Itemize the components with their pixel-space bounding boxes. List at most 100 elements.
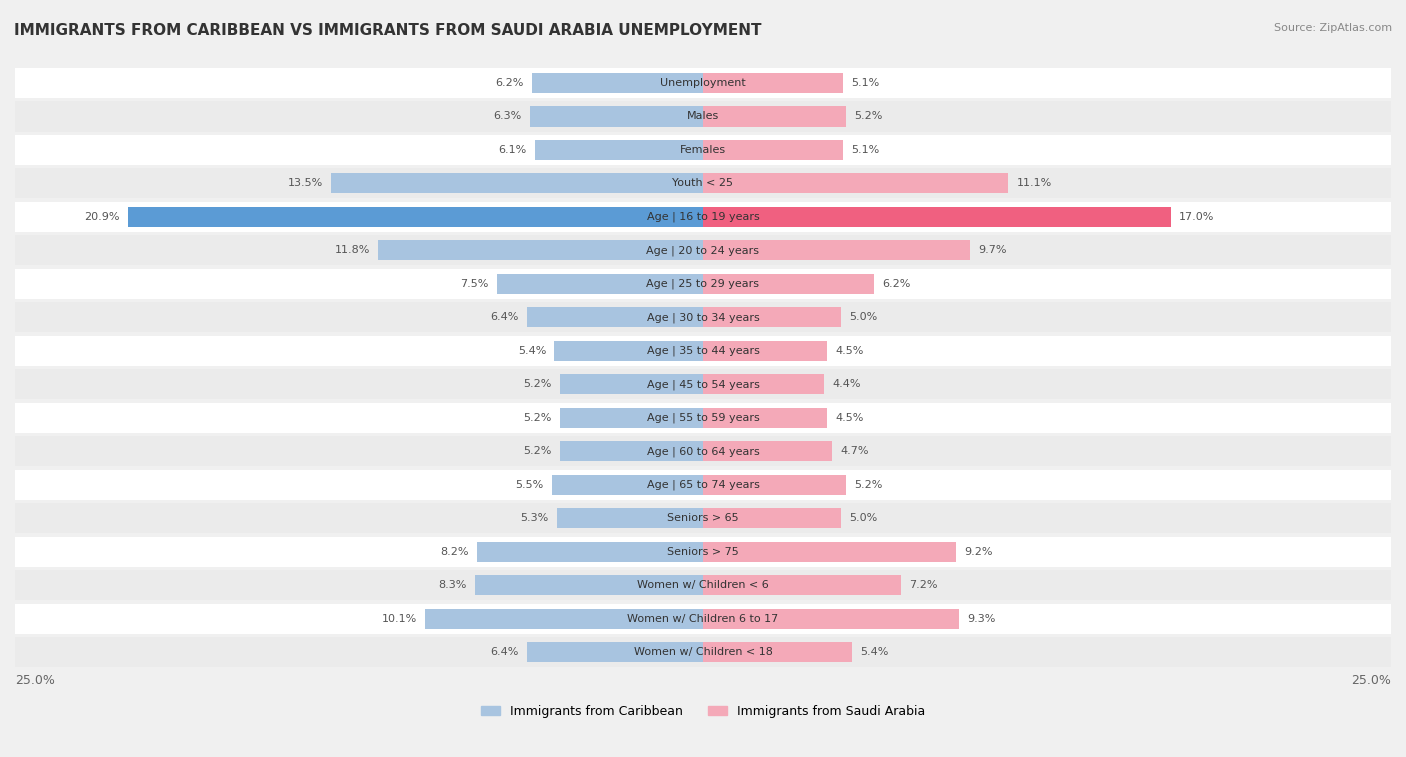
Text: 5.2%: 5.2% bbox=[523, 379, 551, 389]
Text: 5.4%: 5.4% bbox=[517, 346, 546, 356]
Text: Age | 55 to 59 years: Age | 55 to 59 years bbox=[647, 413, 759, 423]
Bar bbox=[425, 609, 703, 629]
Text: 20.9%: 20.9% bbox=[84, 212, 120, 222]
Bar bbox=[378, 240, 703, 260]
Text: 6.4%: 6.4% bbox=[491, 647, 519, 657]
Legend: Immigrants from Caribbean, Immigrants from Saudi Arabia: Immigrants from Caribbean, Immigrants fr… bbox=[477, 699, 929, 723]
Bar bbox=[560, 408, 703, 428]
Bar bbox=[15, 637, 1391, 667]
Text: Age | 35 to 44 years: Age | 35 to 44 years bbox=[647, 345, 759, 356]
Text: Age | 25 to 29 years: Age | 25 to 29 years bbox=[647, 279, 759, 289]
Text: Age | 30 to 34 years: Age | 30 to 34 years bbox=[647, 312, 759, 322]
Bar bbox=[703, 240, 970, 260]
Bar bbox=[15, 202, 1391, 232]
Bar bbox=[15, 135, 1391, 165]
Bar bbox=[703, 508, 841, 528]
Text: 6.4%: 6.4% bbox=[491, 313, 519, 322]
Text: Women w/ Children < 6: Women w/ Children < 6 bbox=[637, 580, 769, 590]
Bar bbox=[128, 207, 703, 227]
Text: 5.2%: 5.2% bbox=[855, 111, 883, 121]
Bar bbox=[703, 207, 1171, 227]
Bar bbox=[15, 503, 1391, 533]
Bar bbox=[703, 542, 956, 562]
Text: 10.1%: 10.1% bbox=[381, 614, 416, 624]
Text: 7.2%: 7.2% bbox=[910, 580, 938, 590]
Text: 8.2%: 8.2% bbox=[440, 547, 470, 556]
Text: 4.4%: 4.4% bbox=[832, 379, 860, 389]
Bar bbox=[703, 609, 959, 629]
Bar bbox=[703, 307, 841, 327]
Bar bbox=[703, 642, 852, 662]
Text: Source: ZipAtlas.com: Source: ZipAtlas.com bbox=[1274, 23, 1392, 33]
Text: Age | 45 to 54 years: Age | 45 to 54 years bbox=[647, 379, 759, 390]
Bar bbox=[536, 140, 703, 160]
Text: IMMIGRANTS FROM CARIBBEAN VS IMMIGRANTS FROM SAUDI ARABIA UNEMPLOYMENT: IMMIGRANTS FROM CARIBBEAN VS IMMIGRANTS … bbox=[14, 23, 762, 38]
Text: Seniors > 75: Seniors > 75 bbox=[666, 547, 740, 556]
Bar bbox=[15, 269, 1391, 299]
Text: 6.2%: 6.2% bbox=[882, 279, 910, 289]
Bar bbox=[703, 475, 846, 495]
Bar bbox=[703, 441, 832, 461]
Text: 8.3%: 8.3% bbox=[437, 580, 467, 590]
Bar bbox=[475, 575, 703, 595]
Text: 5.3%: 5.3% bbox=[520, 513, 548, 523]
Text: Age | 60 to 64 years: Age | 60 to 64 years bbox=[647, 446, 759, 456]
Bar bbox=[15, 68, 1391, 98]
Bar bbox=[557, 508, 703, 528]
Bar bbox=[560, 441, 703, 461]
Bar bbox=[703, 274, 873, 294]
Text: 4.5%: 4.5% bbox=[835, 346, 863, 356]
Bar bbox=[530, 107, 703, 126]
Text: Age | 20 to 24 years: Age | 20 to 24 years bbox=[647, 245, 759, 256]
Bar bbox=[477, 542, 703, 562]
Text: Females: Females bbox=[681, 145, 725, 155]
Text: 4.7%: 4.7% bbox=[841, 446, 869, 456]
Bar bbox=[496, 274, 703, 294]
Text: Women w/ Children < 18: Women w/ Children < 18 bbox=[634, 647, 772, 657]
Text: Age | 65 to 74 years: Age | 65 to 74 years bbox=[647, 479, 759, 490]
Text: 5.2%: 5.2% bbox=[523, 413, 551, 422]
Bar bbox=[703, 107, 846, 126]
Text: Women w/ Children 6 to 17: Women w/ Children 6 to 17 bbox=[627, 614, 779, 624]
Bar bbox=[15, 570, 1391, 600]
Bar bbox=[551, 475, 703, 495]
Text: 25.0%: 25.0% bbox=[1351, 674, 1391, 687]
Text: 9.2%: 9.2% bbox=[965, 547, 993, 556]
Text: 6.1%: 6.1% bbox=[499, 145, 527, 155]
Bar bbox=[15, 469, 1391, 500]
Bar bbox=[533, 73, 703, 93]
Text: 5.1%: 5.1% bbox=[852, 78, 880, 88]
Bar bbox=[128, 207, 703, 227]
Text: 4.5%: 4.5% bbox=[835, 413, 863, 422]
Bar bbox=[703, 575, 901, 595]
Bar bbox=[527, 642, 703, 662]
Bar bbox=[15, 403, 1391, 433]
Text: 5.2%: 5.2% bbox=[523, 446, 551, 456]
Text: 17.0%: 17.0% bbox=[1180, 212, 1215, 222]
Text: 5.0%: 5.0% bbox=[849, 513, 877, 523]
Text: 7.5%: 7.5% bbox=[460, 279, 488, 289]
Bar bbox=[15, 235, 1391, 266]
Text: 13.5%: 13.5% bbox=[288, 179, 323, 188]
Bar bbox=[15, 537, 1391, 567]
Bar bbox=[703, 341, 827, 361]
Text: 5.2%: 5.2% bbox=[855, 480, 883, 490]
Bar bbox=[560, 374, 703, 394]
Text: 6.3%: 6.3% bbox=[494, 111, 522, 121]
Bar bbox=[15, 436, 1391, 466]
Text: 9.7%: 9.7% bbox=[979, 245, 1007, 255]
Text: 6.2%: 6.2% bbox=[496, 78, 524, 88]
Text: 25.0%: 25.0% bbox=[15, 674, 55, 687]
Text: Youth < 25: Youth < 25 bbox=[672, 179, 734, 188]
Bar bbox=[703, 374, 824, 394]
Text: 11.1%: 11.1% bbox=[1017, 179, 1052, 188]
Bar bbox=[703, 73, 844, 93]
Bar bbox=[15, 302, 1391, 332]
Text: 5.1%: 5.1% bbox=[852, 145, 880, 155]
Bar bbox=[15, 168, 1391, 198]
Bar bbox=[15, 101, 1391, 132]
Bar bbox=[703, 173, 1008, 194]
Text: 5.4%: 5.4% bbox=[860, 647, 889, 657]
Bar bbox=[703, 207, 1171, 227]
Bar bbox=[527, 307, 703, 327]
